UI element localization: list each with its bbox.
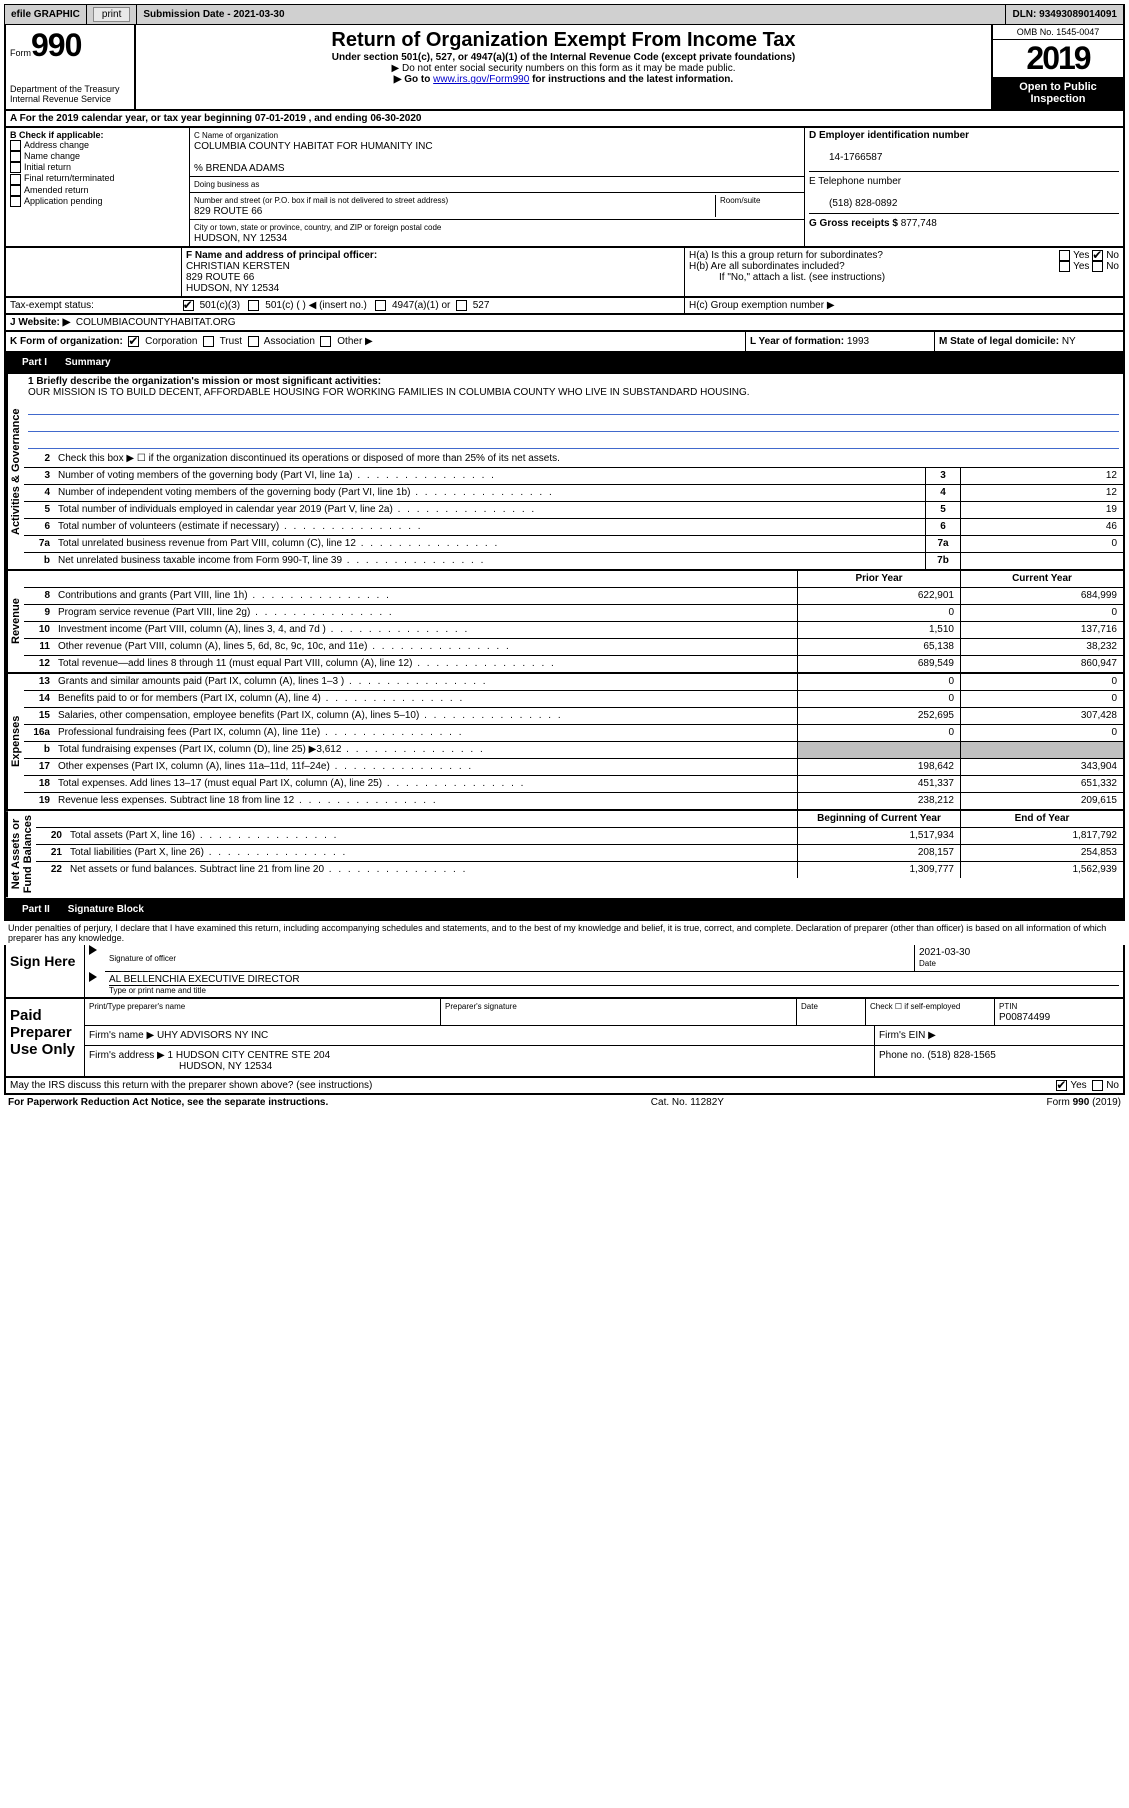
form-word: Form (10, 48, 31, 58)
net-line: 21Total liabilities (Part X, line 26)208… (36, 845, 1123, 862)
care-of: % BRENDA ADAMS (194, 163, 285, 174)
check-corp[interactable] (128, 336, 139, 347)
irs-link[interactable]: www.irs.gov/Form990 (433, 74, 529, 85)
arrow-icon (89, 945, 97, 955)
part1-header: Part I Summary (6, 353, 1123, 372)
check-501c3[interactable] (183, 300, 194, 311)
check-final[interactable] (10, 174, 21, 185)
street-address: 829 ROUTE 66 (194, 206, 262, 217)
org-name: COLUMBIA COUNTY HABITAT FOR HUMANITY INC (194, 141, 433, 152)
revenue-line: 8Contributions and grants (Part VIII, li… (24, 588, 1123, 605)
open-public: Open to Public Inspection (993, 77, 1123, 109)
expense-line: 17Other expenses (Part IX, column (A), l… (24, 759, 1123, 776)
form-title: Return of Organization Exempt From Incom… (140, 29, 987, 52)
summary-line: bNet unrelated business taxable income f… (24, 553, 1123, 569)
vert-expenses: Expenses (6, 674, 24, 809)
dept-treasury: Department of the Treasury Internal Reve… (10, 84, 130, 104)
summary-line: 6Total number of volunteers (estimate if… (24, 519, 1123, 536)
footer: For Paperwork Reduction Act Notice, see … (4, 1095, 1125, 1110)
tax-status-row: Tax-exempt status: 501(c)(3) 501(c) ( ) … (4, 298, 1125, 315)
dln: DLN: 93493089014091 (1006, 5, 1124, 24)
summary-line: 7aTotal unrelated business revenue from … (24, 536, 1123, 553)
expense-line: 16aProfessional fundraising fees (Part I… (24, 725, 1123, 742)
revenue-line: 11Other revenue (Part VIII, column (A), … (24, 639, 1123, 656)
section-fh: F Name and address of principal officer:… (4, 248, 1125, 298)
expenses-section: Expenses 13Grants and similar amounts pa… (4, 674, 1125, 811)
form-number: 990 (31, 27, 81, 64)
summary-line: 3Number of voting members of the governi… (24, 468, 1123, 485)
check-amended[interactable] (10, 185, 21, 196)
net-line: 20Total assets (Part X, line 16)1,517,93… (36, 828, 1123, 845)
paid-label: Paid Preparer Use Only (6, 999, 85, 1076)
discuss-yes[interactable] (1056, 1080, 1067, 1091)
officer-name: AL BELLENCHIA EXECUTIVE DIRECTOR (109, 974, 300, 985)
submission-date: Submission Date - 2021-03-30 (137, 5, 1006, 24)
expense-line: bTotal fundraising expenses (Part IX, co… (24, 742, 1123, 759)
mission-text: OUR MISSION IS TO BUILD DECENT, AFFORDAB… (28, 387, 750, 398)
firm-name: UHY ADVISORS NY INC (157, 1030, 268, 1041)
box-b: B Check if applicable: Address change Na… (6, 128, 190, 246)
paid-preparer-block: Paid Preparer Use Only Print/Type prepar… (4, 999, 1125, 1078)
summary-line: 2Check this box ▶ ☐ if the organization … (24, 451, 1123, 468)
expense-line: 15Salaries, other compensation, employee… (24, 708, 1123, 725)
form-right: OMB No. 1545-0047 2019 Open to Public In… (991, 25, 1123, 109)
discuss-no[interactable] (1092, 1080, 1103, 1091)
net-assets-section: Net Assets or Fund Balances Beginning of… (4, 811, 1125, 899)
top-bar: efile GRAPHIC print Submission Date - 20… (4, 4, 1125, 25)
penalties-text: Under penalties of perjury, I declare th… (4, 921, 1125, 945)
box-h: H(a) Is this a group return for subordin… (685, 248, 1123, 296)
discuss-row: May the IRS discuss this return with the… (4, 1078, 1125, 1095)
website-row: J Website: ▶ COLUMBIACOUNTYHABITAT.ORG (4, 315, 1125, 332)
expense-line: 14Benefits paid to or for members (Part … (24, 691, 1123, 708)
form-left: Form 990 Department of the Treasury Inte… (6, 25, 136, 109)
expense-line: 13Grants and similar amounts paid (Part … (24, 674, 1123, 691)
vert-revenue: Revenue (6, 571, 24, 672)
ein: 14-1766587 (809, 152, 882, 163)
summary-line: 5Total number of individuals employed in… (24, 502, 1123, 519)
print-button[interactable]: print (93, 7, 130, 22)
form-subtitle: Under section 501(c), 527, or 4947(a)(1)… (140, 52, 987, 63)
expense-line: 19Revenue less expenses. Subtract line 1… (24, 793, 1123, 809)
sign-block: Sign Here Signature of officer 2021-03-3… (4, 945, 1125, 999)
expense-line: 18Total expenses. Add lines 13–17 (must … (24, 776, 1123, 793)
form-center: Return of Organization Exempt From Incom… (136, 25, 991, 109)
mission-block: 1 Briefly describe the organization's mi… (24, 374, 1123, 451)
check-pending[interactable] (10, 196, 21, 207)
box-c: C Name of organization COLUMBIA COUNTY H… (190, 128, 805, 246)
vert-governance: Activities & Governance (6, 374, 24, 569)
vert-net: Net Assets or Fund Balances (6, 811, 36, 897)
phone: (518) 828-0892 (809, 198, 897, 209)
check-address[interactable] (10, 140, 21, 151)
revenue-line: 9Program service revenue (Part VIII, lin… (24, 605, 1123, 622)
website: COLUMBIACOUNTYHABITAT.ORG (76, 317, 236, 328)
gross-receipts: 877,748 (901, 218, 937, 229)
part2-header: Part II Signature Block (6, 900, 1123, 919)
city-state-zip: HUDSON, NY 12534 (194, 233, 287, 244)
check-initial[interactable] (10, 162, 21, 173)
efile-label: efile GRAPHIC (5, 5, 87, 24)
revenue-line: 12Total revenue—add lines 8 through 11 (… (24, 656, 1123, 672)
sign-here-label: Sign Here (6, 945, 85, 997)
check-name[interactable] (10, 151, 21, 162)
check-no[interactable] (1092, 250, 1103, 261)
arrow-icon (89, 972, 97, 982)
period-row: A For the 2019 calendar year, or tax yea… (4, 111, 1125, 128)
summary-table: Activities & Governance 1 Briefly descri… (4, 374, 1125, 571)
form-note-2: ▶ Go to www.irs.gov/Form990 for instruct… (140, 74, 987, 85)
box-f: F Name and address of principal officer:… (182, 248, 685, 296)
section-bcd: B Check if applicable: Address change Na… (4, 128, 1125, 248)
part2: Part II Signature Block (4, 900, 1125, 921)
print-cell[interactable]: print (87, 5, 137, 24)
tax-year: 2019 (993, 40, 1123, 77)
form-note-1: ▶ Do not enter social security numbers o… (140, 63, 987, 74)
summary-line: 4Number of independent voting members of… (24, 485, 1123, 502)
revenue-section: Revenue Prior Year Current Year 8Contrib… (4, 571, 1125, 674)
box-deg: D Employer identification number 14-1766… (805, 128, 1123, 246)
form-header: Form 990 Department of the Treasury Inte… (4, 25, 1125, 111)
revenue-line: 10Investment income (Part VIII, column (… (24, 622, 1123, 639)
net-line: 22Net assets or fund balances. Subtract … (36, 862, 1123, 878)
part1: Part I Summary (4, 353, 1125, 374)
omb-number: OMB No. 1545-0047 (993, 25, 1123, 40)
klm-row: K Form of organization: Corporation Trus… (4, 332, 1125, 353)
